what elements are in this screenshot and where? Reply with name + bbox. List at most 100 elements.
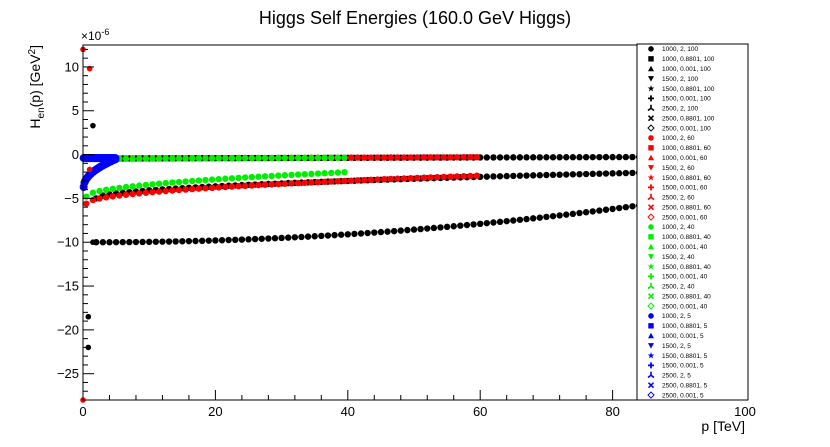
data-point: [235, 154, 242, 162]
data-point: [248, 182, 256, 189]
data-point: [195, 185, 203, 192]
y-exponent-label: ×10-6: [81, 27, 109, 43]
data-point: [281, 180, 289, 187]
data-point: [424, 225, 431, 232]
data-point: [294, 171, 302, 178]
data-point: [159, 238, 166, 245]
data-point: [576, 170, 583, 178]
data-point: [483, 219, 491, 227]
legend-label: 1500, 0.001, 60: [662, 185, 708, 192]
data-point: [341, 169, 348, 176]
data-point: [589, 170, 596, 178]
data-point: [569, 154, 577, 161]
data-point: [407, 174, 414, 182]
data-point: [255, 154, 262, 162]
data-point: [371, 229, 378, 236]
data-point: [241, 154, 249, 162]
y-tick-label: 10: [65, 59, 79, 74]
data-point: [294, 154, 302, 162]
data-point: [357, 230, 365, 237]
data-point: [427, 174, 434, 181]
data-point: [394, 175, 401, 182]
data-point: [549, 171, 557, 179]
data-point: [102, 186, 110, 194]
data-point: [337, 231, 345, 238]
data-point: [248, 154, 256, 162]
data-point: [321, 178, 328, 186]
data-point: [215, 175, 222, 183]
data-point: [192, 237, 199, 245]
data-point: [275, 180, 282, 188]
data-point: [149, 155, 156, 162]
legend-label: 2500, 0.8801, 100: [662, 115, 715, 122]
legend-marker: [648, 332, 654, 339]
legend-marker: [647, 293, 655, 300]
data-point: [228, 155, 236, 162]
data-point: [99, 239, 107, 246]
data-point: [112, 238, 120, 246]
data-point: [265, 235, 272, 242]
y-tick-label: −10: [57, 235, 79, 250]
legend-label: 1500, 0.8801, 5: [662, 353, 708, 360]
data-point: [467, 154, 474, 161]
data-point: [347, 154, 355, 161]
legend-label: 1000, 0.001, 5: [662, 333, 704, 340]
data-point: [407, 154, 414, 161]
legend-label: 1500, 0.8801, 100: [662, 86, 715, 93]
legend-label: 2500, 0.8801, 60: [662, 204, 711, 211]
data-point: [414, 154, 421, 161]
data-point: [301, 171, 308, 178]
data-point: [496, 218, 504, 226]
legend-marker: [648, 65, 654, 72]
legend-label: 1000, 0.8801, 5: [662, 323, 708, 330]
x-axis-title: p [TeV]: [701, 418, 745, 434]
legend-marker: [648, 313, 654, 319]
data-point: [268, 154, 275, 162]
legend-marker: [648, 224, 654, 230]
data-point: [447, 173, 454, 180]
data-point: [361, 176, 368, 184]
data-point: [228, 175, 236, 182]
legend-label: 1000, 0.8801, 40: [662, 234, 711, 241]
y-tick-label: 5: [72, 103, 79, 118]
data-point: [314, 154, 322, 161]
x-tick-label: 0: [79, 404, 86, 419]
data-point: [549, 212, 557, 220]
data-point: [463, 221, 471, 229]
data-point: [255, 181, 262, 189]
legend-label: 2500, 0.001, 5: [662, 392, 704, 399]
data-point: [453, 173, 461, 180]
data-point: [503, 217, 510, 225]
data-point: [496, 154, 504, 161]
data-point: [609, 205, 616, 213]
data-point: [516, 172, 524, 179]
data-point: [304, 233, 312, 240]
legend-marker: [648, 46, 654, 52]
data-point: [149, 181, 156, 188]
data-point: [549, 154, 557, 161]
legend-label: 2500, 0.001, 100: [662, 125, 711, 132]
data-point: [285, 234, 292, 241]
data-point: [195, 177, 203, 184]
legend-marker: [647, 302, 655, 310]
data-point: [351, 230, 358, 238]
data-point: [142, 189, 150, 196]
data-point: [189, 155, 196, 162]
data-point: [569, 210, 577, 218]
data-point: [483, 154, 491, 161]
data-point: [622, 203, 630, 211]
data-point: [136, 182, 143, 189]
data-point: [268, 181, 275, 188]
data-point: [576, 154, 583, 161]
x-tick-label: 20: [208, 404, 222, 419]
y-tick-label: −25: [57, 366, 79, 381]
legend-label: 1500, 0.8801, 40: [662, 264, 711, 271]
data-point: [467, 172, 474, 180]
data-point: [106, 239, 113, 246]
legend: 1000, 2, 100 1000, 0.8801, 100 1000, 0.001…: [636, 43, 749, 401]
outlier-point: [85, 344, 92, 351]
data-point: [175, 155, 183, 162]
data-point: [569, 171, 577, 178]
data-series: [83, 169, 348, 200]
data-point: [119, 238, 126, 246]
